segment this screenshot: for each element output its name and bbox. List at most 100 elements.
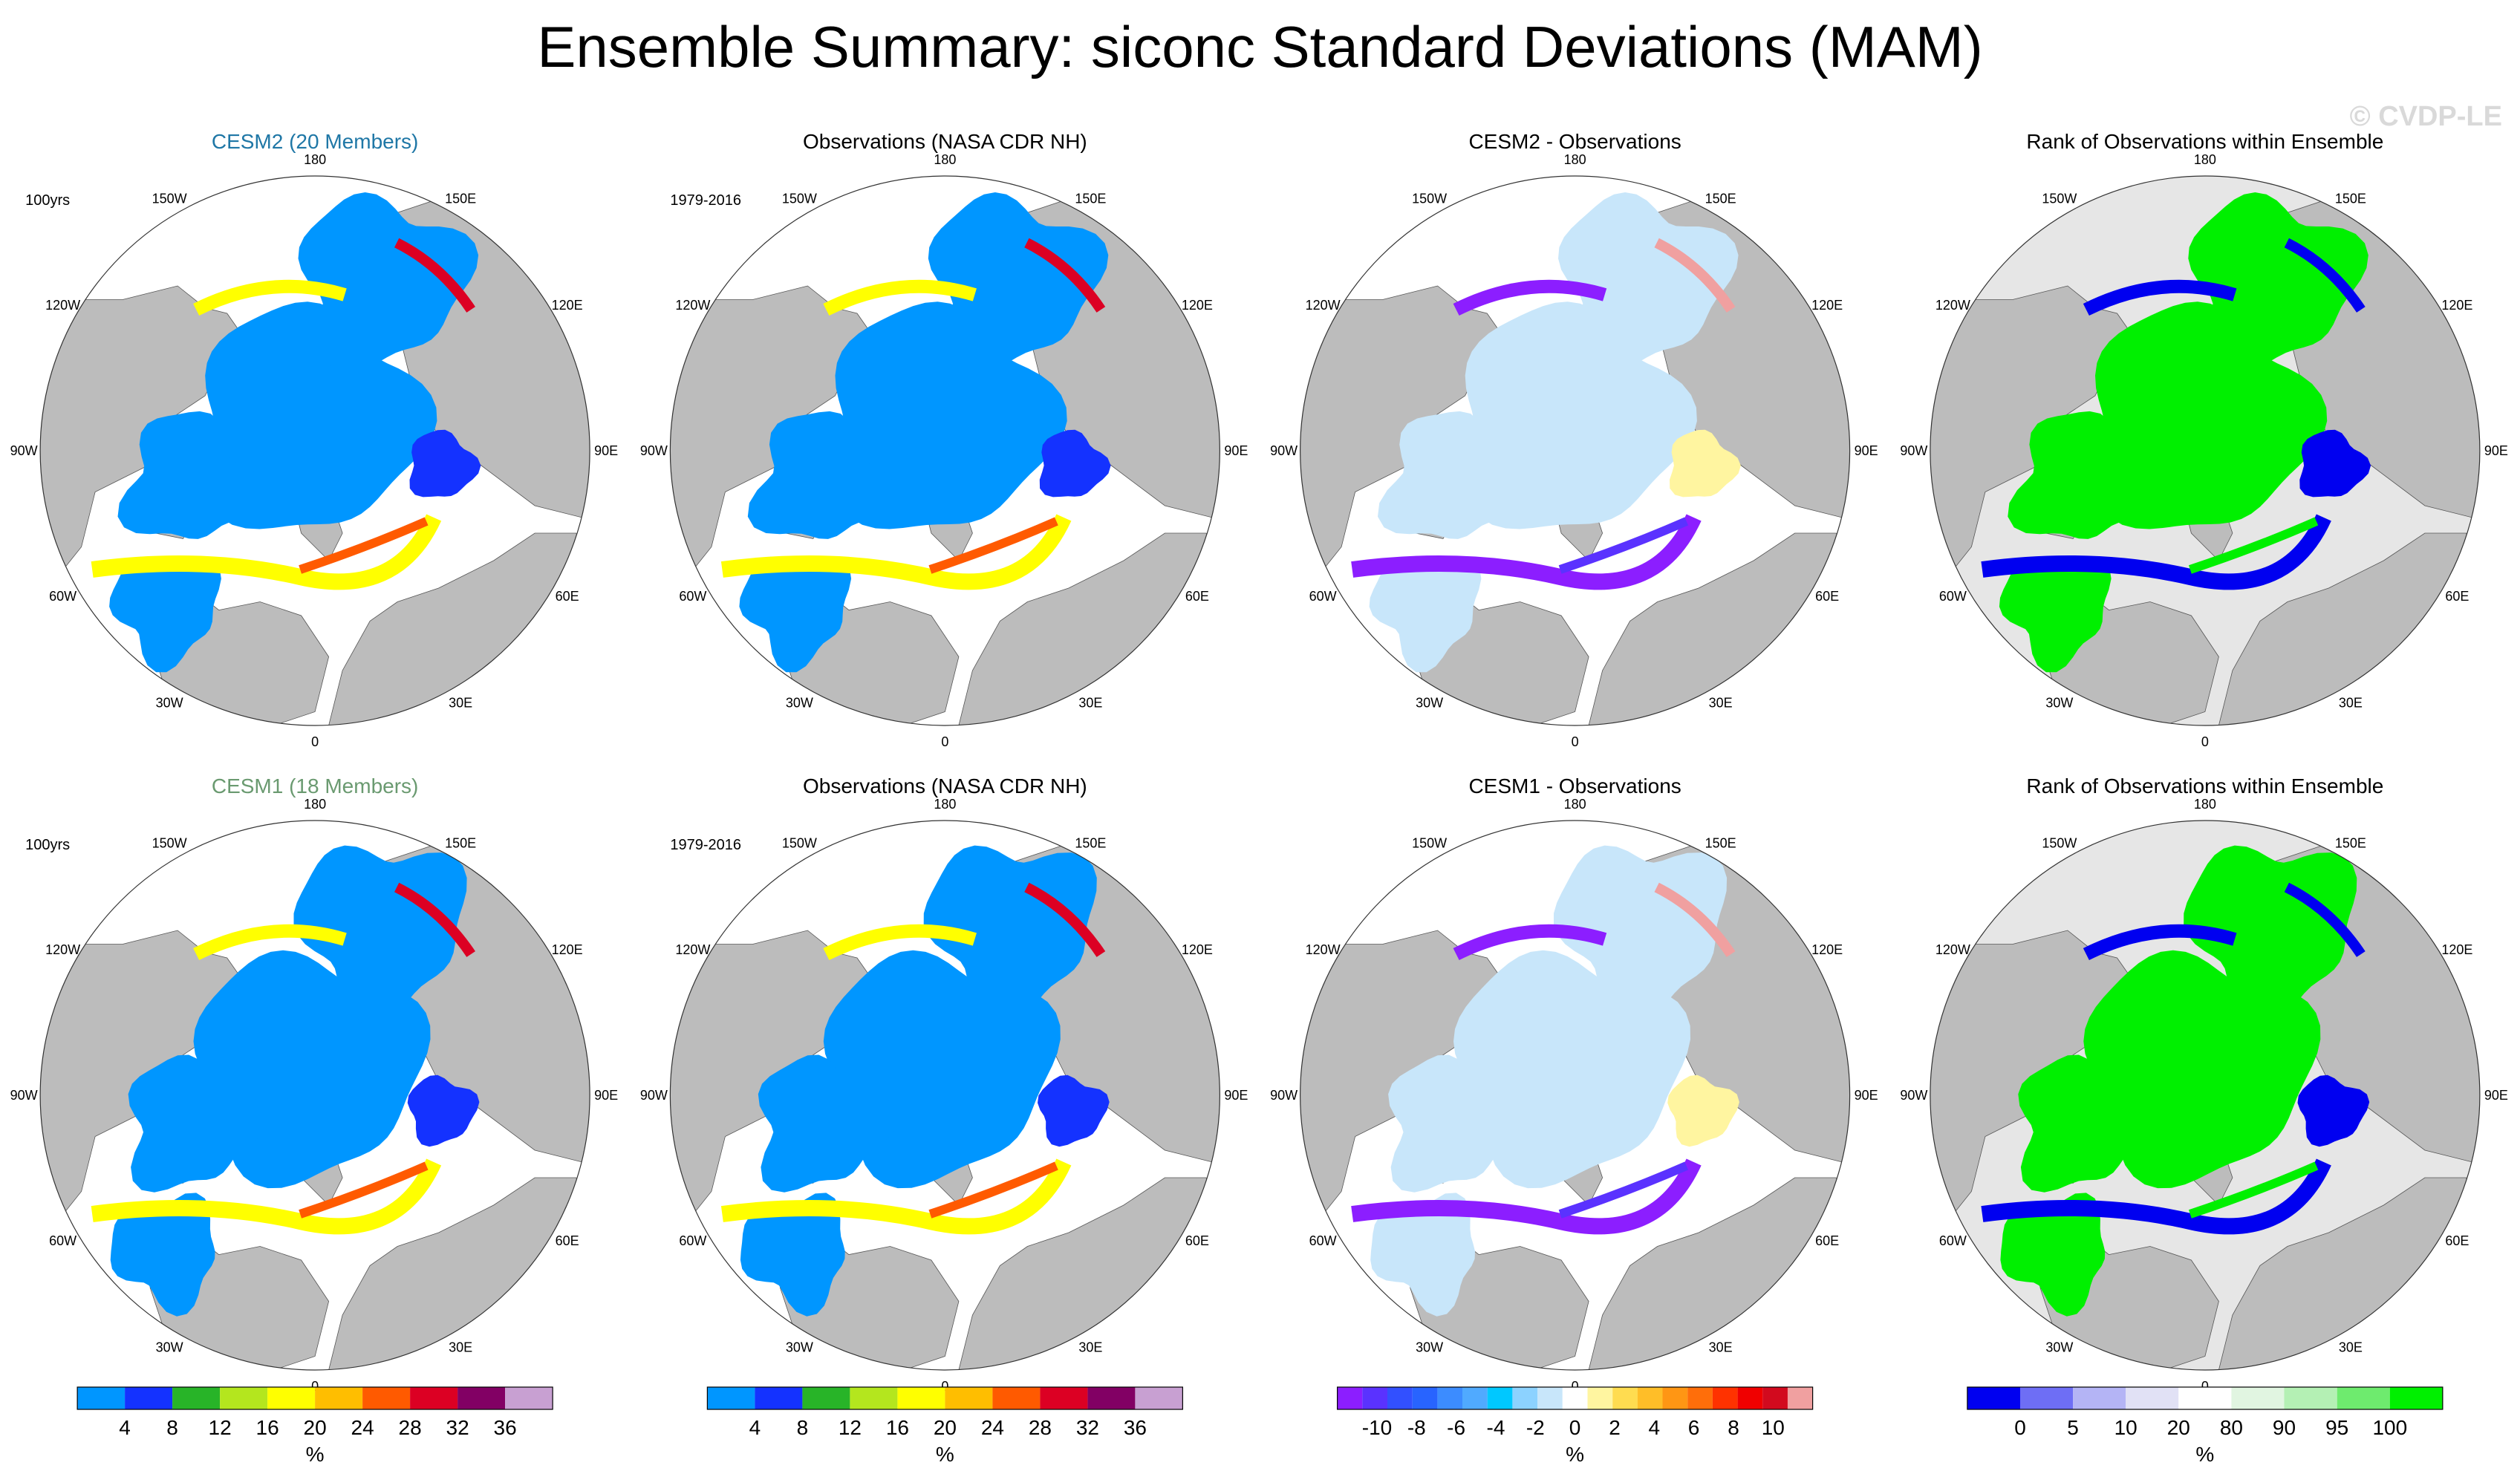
colorbar-swatch <box>1462 1387 1488 1409</box>
colorbar-rank: 0 5 10 20 80 90 95 100% <box>1967 1386 2444 1466</box>
longitude-label: 120E <box>2441 942 2472 957</box>
colorbar-tick-label: -4 <box>1487 1416 1505 1439</box>
colorbar-tick-label: 6 <box>1688 1416 1700 1439</box>
longitude-label: 30W <box>1416 1340 1443 1355</box>
longitude-label: 90W <box>10 1088 38 1103</box>
map-panel-2-3: 180 150E 120E 90E 60E 30E 0 30W 60W 90W 120W 150W <box>1270 797 1878 1394</box>
colorbar-unit: % <box>2195 1443 2214 1466</box>
longitude-label: 90W <box>10 443 38 458</box>
longitude-label: 180 <box>934 797 956 812</box>
panel-title: CESM2 (20 Members) <box>211 130 419 153</box>
longitude-label: 120W <box>1935 942 1970 957</box>
ice-field-labrador <box>1369 556 1482 673</box>
colorbar-swatch <box>2337 1387 2390 1409</box>
colorbar-swatch <box>992 1387 1041 1409</box>
ice-field-hudson <box>1378 411 1528 539</box>
colorbar-swatch <box>172 1387 221 1409</box>
colorbar-swatch <box>1762 1387 1788 1409</box>
ice-edge-band-okhotsk <box>1024 882 1106 957</box>
longitude-label: 30W <box>156 1340 183 1355</box>
longitude-label: 150E <box>1705 836 1736 851</box>
colorbar-tick-label: 90 <box>2273 1416 2296 1439</box>
ice-edge-core-atlantic <box>928 517 1058 574</box>
colorbar-swatch <box>755 1387 803 1409</box>
longitude-label: 90W <box>1270 1088 1298 1103</box>
map-panel-2-1: 180 150E 120E 90E 60E 30E 0 30W 60W 90W 120W 150W <box>10 797 619 1394</box>
longitude-label: 60W <box>49 1233 76 1248</box>
longitude-label: 150W <box>1412 836 1447 851</box>
map-field <box>1930 821 2480 1370</box>
colorbar-std: 4 8 12 16 20 24 28 32 36% <box>76 1386 553 1466</box>
colorbar-tick-label: -10 <box>1362 1416 1392 1439</box>
map-field <box>40 821 590 1370</box>
ice-edge-band-atlantic <box>1981 1158 2331 1235</box>
longitude-label: 120E <box>552 298 583 313</box>
panel-title: Observations (NASA CDR NH) <box>802 130 1087 153</box>
longitude-label: 60E <box>556 1233 579 1248</box>
colorbar-swatch <box>802 1387 850 1409</box>
longitude-label: 90E <box>594 443 618 458</box>
map-panel-1-4: 180 150E 120E 90E 60E 30E 0 30W 60W 90W 120W 150W <box>1900 152 2508 749</box>
longitude-label: 90E <box>594 1088 618 1103</box>
longitude-label: 30W <box>786 696 813 711</box>
longitude-label: 60E <box>2445 589 2469 604</box>
colorbar-unit: % <box>306 1443 325 1466</box>
longitude-label: 0 <box>311 734 319 749</box>
colorbar-swatch <box>2020 1387 2074 1409</box>
longitude-label: 180 <box>304 797 326 812</box>
colorbar-tick-label: 8 <box>797 1416 809 1439</box>
colorbar-swatch <box>77 1387 126 1409</box>
colorbar-tick-label: 8 <box>166 1416 178 1439</box>
longitude-label: 90W <box>640 1088 668 1103</box>
longitude-label: 180 <box>934 152 956 167</box>
longitude-label: 120W <box>45 298 80 313</box>
ice-field-hudson <box>758 1054 899 1193</box>
colorbar-swatch <box>1612 1387 1638 1409</box>
colorbar-swatch <box>1135 1387 1183 1409</box>
longitude-label: 150E <box>1075 836 1106 851</box>
panel-title: Rank of Observations within Ensemble <box>2026 130 2384 153</box>
colorbar-swatch <box>1687 1387 1713 1409</box>
ice-field-siberia <box>2184 845 2357 1025</box>
colorbar-swatch <box>458 1387 506 1409</box>
ice-field-barents <box>1039 429 1111 498</box>
longitude-label: 30E <box>449 696 472 711</box>
ice-field-barents <box>1670 429 1741 498</box>
longitude-label: 0 <box>941 1379 948 1394</box>
ice-field-hudson <box>1388 1054 1528 1193</box>
ice-field-siberia <box>1554 845 1728 1025</box>
colorbar-swatch <box>1337 1387 1363 1409</box>
panel-title: Observations (NASA CDR NH) <box>802 774 1087 798</box>
longitude-label: 150W <box>152 192 187 206</box>
ice-field-hudson <box>2018 1054 2158 1193</box>
colorbar-tick-label: 36 <box>1124 1416 1147 1439</box>
longitude-label: 60W <box>1939 589 1967 604</box>
longitude-label: 150E <box>1705 192 1736 206</box>
ice-edge-band-atlantic <box>720 514 1072 590</box>
colorbar-diff: -10 -8 -6 -4 -2 0 2 4 6 8 10% <box>1337 1386 1814 1466</box>
ice-edge-core-atlantic <box>299 1161 429 1219</box>
longitude-label: 30E <box>1709 696 1733 711</box>
colorbar-tick-label: 100 <box>2372 1416 2407 1439</box>
longitude-label: 30E <box>1709 1340 1733 1355</box>
map-boundary <box>669 820 1220 1371</box>
longitude-label: 0 <box>2201 734 2209 749</box>
ice-field-siberia <box>923 845 1097 1025</box>
longitude-label: 120E <box>552 942 583 957</box>
ice-edge-band-atlantic <box>91 1158 442 1235</box>
ice-edge-core-atlantic <box>1558 1161 1689 1219</box>
longitude-label: 120E <box>1811 298 1843 313</box>
ice-field-labrador <box>110 1193 215 1317</box>
map-panel-2-2: 180 150E 120E 90E 60E 30E 0 30W 60W 90W 120W 150W <box>640 797 1248 1394</box>
map-boundary <box>1930 175 2481 726</box>
longitude-label: 90E <box>1855 1088 1878 1103</box>
colorbar-swatch <box>2178 1387 2232 1409</box>
longitude-label: 90E <box>1224 443 1248 458</box>
ice-edge-core-atlantic <box>2188 517 2319 574</box>
ice-field-barents <box>1038 1074 1110 1147</box>
colorbar-swatch <box>2284 1387 2337 1409</box>
ice-edge-band-atlantic <box>1981 514 2331 590</box>
longitude-label: 150E <box>1075 192 1106 206</box>
longitude-label: 30W <box>156 696 183 711</box>
longitude-label: 120E <box>1182 942 1213 957</box>
